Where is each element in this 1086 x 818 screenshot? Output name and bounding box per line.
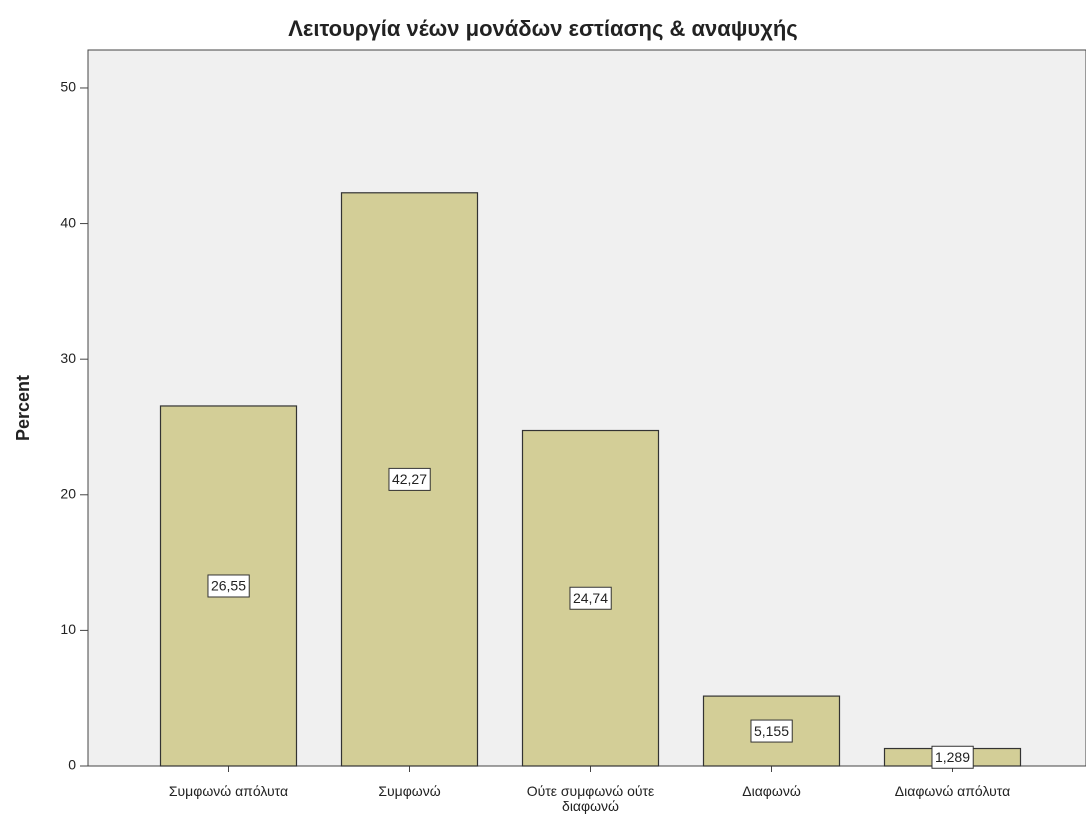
value-label-box bbox=[931, 745, 974, 769]
chart-title: Λειτουργία νέων μονάδων εστίασης & αναψυ… bbox=[288, 16, 798, 41]
value-label-box bbox=[569, 586, 612, 610]
y-tick-label: 20 bbox=[60, 485, 76, 501]
x-tick-label: Διαφωνώ bbox=[742, 783, 801, 799]
value-label-box bbox=[388, 467, 431, 491]
value-label-box bbox=[207, 574, 250, 598]
value-label: 5,155 bbox=[754, 723, 789, 739]
y-tick-label: 10 bbox=[60, 621, 76, 637]
x-tick-label: Συμφωνώ bbox=[378, 783, 441, 799]
x-tick-label: Συμφωνώ απόλυτα bbox=[168, 783, 289, 799]
y-tick-label: 30 bbox=[60, 350, 76, 366]
value-label-box bbox=[750, 719, 793, 743]
value-label: 1,289 bbox=[935, 749, 970, 765]
x-tick-label: Διαφωνώ απόλυτα bbox=[894, 783, 1011, 799]
x-tick-label: Ούτε συμφωνώ ούτε διαφωνώ bbox=[526, 783, 655, 814]
y-tick-label: 50 bbox=[60, 79, 76, 95]
value-label: 26,55 bbox=[211, 578, 246, 594]
value-label: 42,27 bbox=[392, 471, 427, 487]
y-axis-label: Percent bbox=[13, 375, 33, 441]
y-tick-label: 40 bbox=[60, 214, 76, 230]
value-label: 24,74 bbox=[573, 590, 608, 606]
y-tick-label: 0 bbox=[68, 757, 76, 773]
